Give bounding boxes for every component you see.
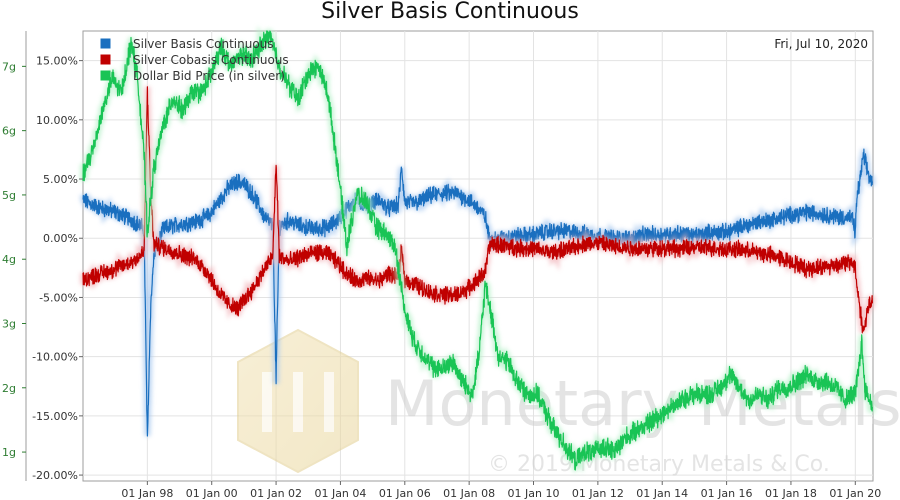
watermark-copyright: © 2019 Monetary Metals & Co. <box>488 452 830 477</box>
x-tick-label: 01 Jan 18 <box>765 487 817 500</box>
y-right-tick-label: 3g <box>2 318 16 331</box>
x-tick-label: 01 Jan 20 <box>829 487 881 500</box>
x-tick-label: 01 Jan 08 <box>443 487 495 500</box>
x-tick-label: 01 Jan 16 <box>701 487 753 500</box>
plot-area <box>82 30 874 482</box>
y-right-tick-label: 4g <box>2 253 16 266</box>
chart-title: Silver Basis Continuous <box>321 0 579 24</box>
y-right-tick-label: 5g <box>2 189 16 202</box>
x-tick-label: 01 Jan 12 <box>572 487 624 500</box>
y-right-tick-label: 1g <box>2 446 16 459</box>
y-right-tick-label: 7g <box>2 60 16 73</box>
watermark-logo-bar-icon <box>324 372 334 432</box>
legend-swatch <box>100 38 111 49</box>
x-tick-label: 01 Jan 02 <box>250 487 302 500</box>
legend-label: Silver Basis Continuous <box>133 37 274 51</box>
y-left-tick-label: 15.00% <box>36 55 78 68</box>
x-tick-label: 01 Jan 14 <box>636 487 688 500</box>
x-tick-label: 01 Jan 98 <box>121 487 173 500</box>
legend: Silver Basis Continuous Silver Cobasis Co… <box>100 37 289 83</box>
x-tick-label: 01 Jan 04 <box>314 487 366 500</box>
series-line <box>82 30 873 471</box>
y-left-tick-label: -20.00% <box>32 469 78 482</box>
watermark-logo-bar-icon <box>262 372 272 432</box>
x-tick-label: 01 Jan 00 <box>186 487 238 500</box>
y-left-tick-label: 5.00% <box>43 173 78 186</box>
y-right-tick-label: 2g <box>2 382 16 395</box>
y-left-tick-label: -15.00% <box>32 410 78 423</box>
legend-label: Dollar Bid Price (in silver) <box>133 69 285 83</box>
y-right-tick-label: 6g <box>2 125 16 138</box>
series-layer <box>80 25 876 474</box>
y-left-tick-label: -10.00% <box>32 351 78 364</box>
series-line <box>82 86 873 334</box>
watermark-logo-icon <box>237 328 359 474</box>
y-left-tick-label: 10.00% <box>36 114 78 127</box>
axes: 01 Jan 98 01 Jan 00 01 Jan 02 01 Jan 04 01 J… <box>2 31 881 500</box>
series-line <box>82 148 873 437</box>
legend-swatch <box>100 54 111 65</box>
legend-label: Silver Cobasis Continuous <box>133 53 289 67</box>
legend-swatch <box>100 70 111 81</box>
watermark-logo-bar-icon <box>293 372 303 432</box>
y-left-tick-label: 0.00% <box>43 232 78 245</box>
y-left-tick-label: -5.00% <box>39 291 78 304</box>
chart-date-label: Fri, Jul 10, 2020 <box>774 37 868 51</box>
x-tick-label: 01 Jan 10 <box>508 487 560 500</box>
x-tick-label: 01 Jan 06 <box>379 487 431 500</box>
